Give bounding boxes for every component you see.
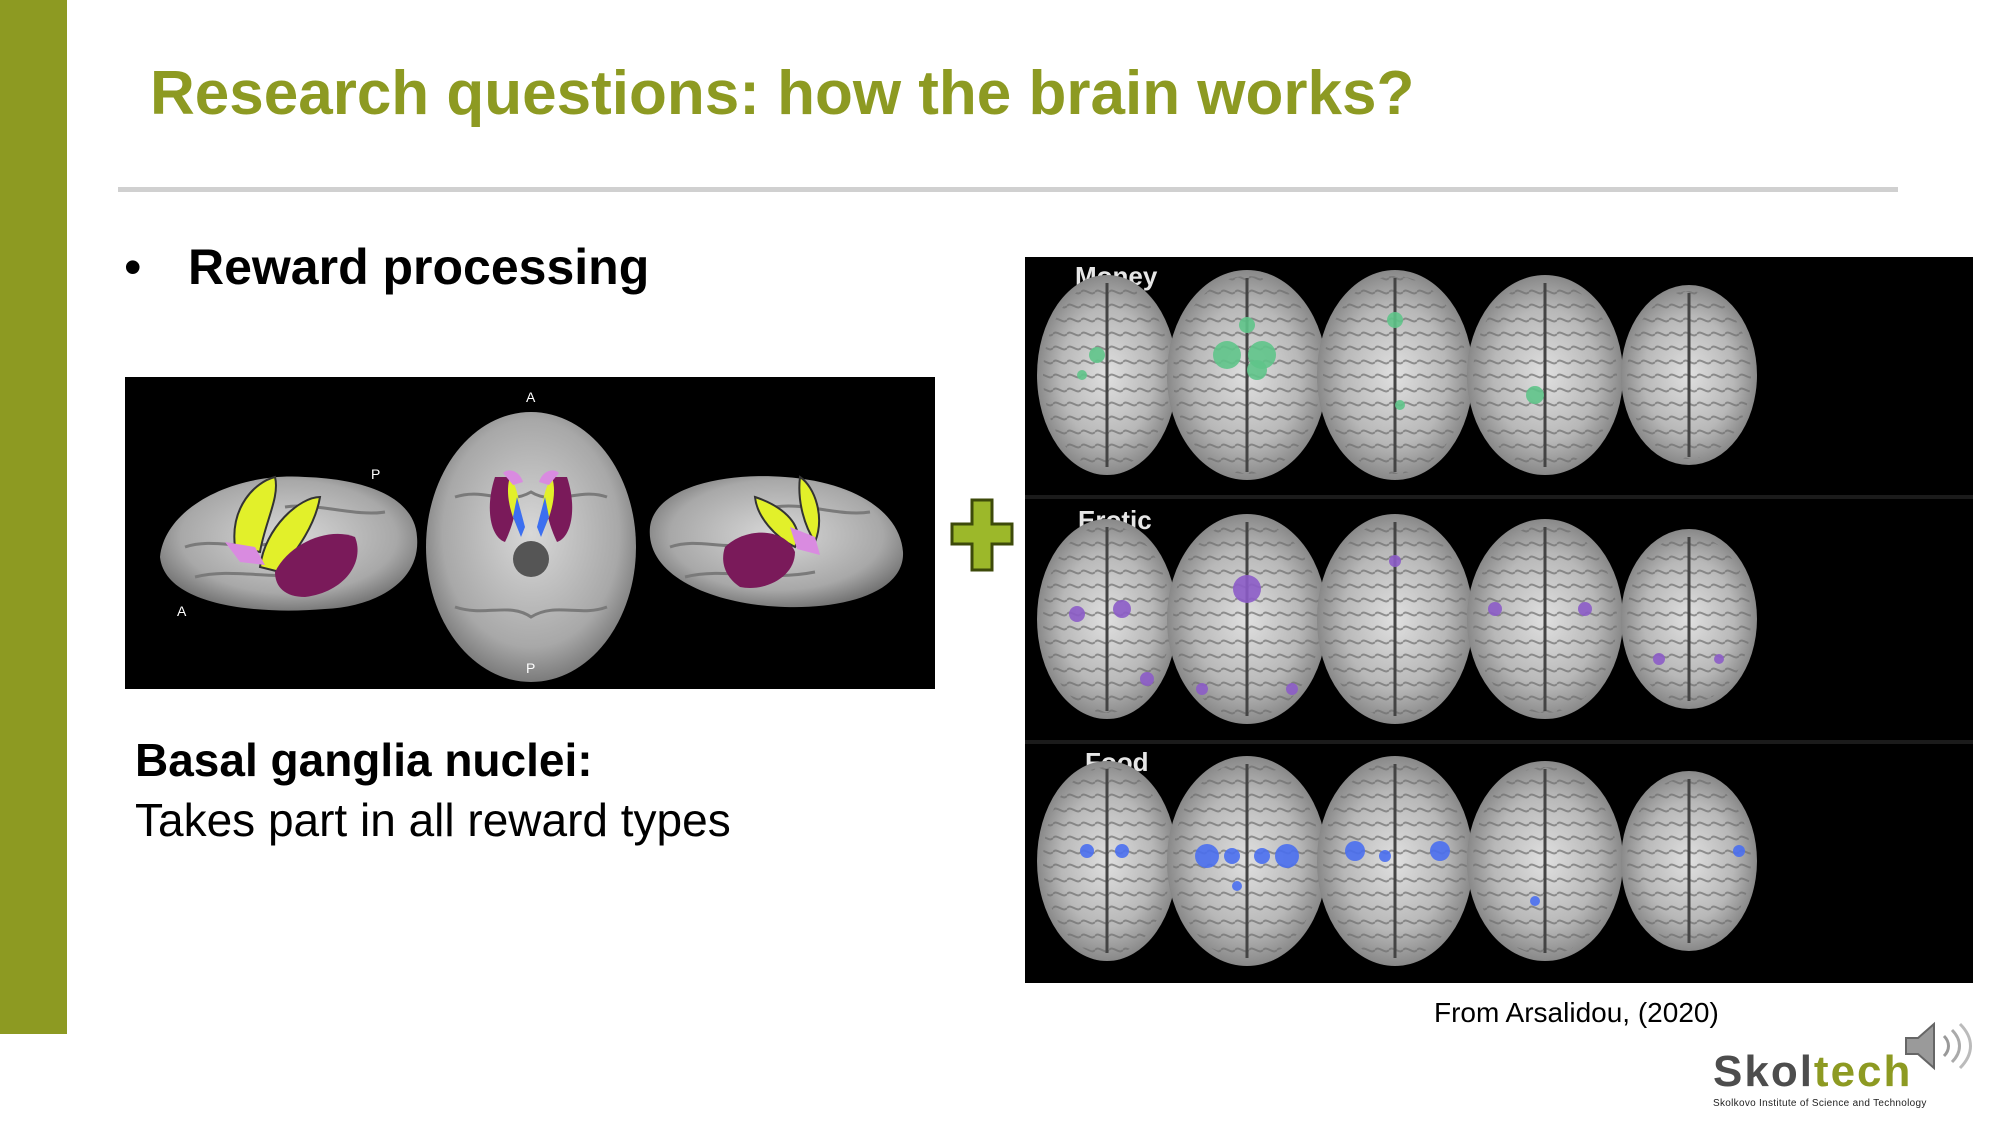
activation-blob	[1077, 370, 1087, 380]
activation-blob	[1080, 844, 1094, 858]
activation-blob	[1224, 848, 1240, 864]
plus-icon	[950, 498, 1014, 572]
bullet-marker: •	[124, 239, 142, 295]
activation-blob	[1089, 347, 1105, 363]
activation-blob	[1488, 602, 1502, 616]
activation-blob	[1113, 600, 1131, 618]
activation-blob	[1247, 360, 1267, 380]
slide-title: Research questions: how the brain works?	[150, 59, 1415, 128]
activation-blob	[1213, 341, 1241, 369]
activation-blob	[1239, 317, 1255, 333]
activation-blob	[1233, 575, 1261, 603]
left-accent-bar	[0, 0, 67, 1034]
activation-blob	[1140, 672, 1154, 686]
activation-blob	[1286, 683, 1298, 695]
activation-blob	[1733, 845, 1745, 857]
basal-ganglia-image: A P A P	[125, 377, 935, 689]
brain-side-view-left: A P	[160, 466, 418, 619]
basal-ganglia-description: Takes part in all reward types	[135, 794, 731, 846]
row-divider	[1025, 740, 1973, 744]
activation-blob	[1195, 844, 1219, 868]
figure-caption: From Arsalidou, (2020)	[1434, 997, 1719, 1028]
label-posterior-bottom: P	[526, 660, 535, 676]
logo-subtitle: Skolkovo Institute of Science and Techno…	[1713, 1098, 1927, 1109]
label-anterior-top: A	[526, 389, 536, 405]
activation-blob	[1578, 602, 1592, 616]
basal-ganglia-title: Basal ganglia nuclei:	[135, 734, 593, 786]
logo-text-part2: tech	[1813, 1047, 1913, 1096]
label-posterior-left: P	[371, 466, 380, 482]
activation-blob	[1232, 881, 1242, 891]
activation-blob	[1275, 844, 1299, 868]
activation-blob	[1714, 654, 1724, 664]
label-anterior-left: A	[177, 603, 187, 619]
bullet-item: • Reward processing	[124, 238, 649, 296]
title-divider	[118, 187, 1898, 192]
activation-blob	[1379, 850, 1391, 862]
activation-blob	[1530, 896, 1540, 906]
row-divider	[1025, 495, 1973, 499]
activation-blob	[1115, 844, 1129, 858]
activation-blob	[1196, 683, 1208, 695]
skoltech-logo: Skoltech Skolkovo Institute of Science a…	[1713, 1047, 1927, 1110]
speaker-icon[interactable]	[1900, 1018, 1972, 1074]
mri-activation-figure: Money Erotic Food	[1025, 257, 1973, 983]
brain-axial-view-center: A P	[426, 389, 636, 682]
activation-blob	[1395, 400, 1405, 410]
activation-blob	[1069, 606, 1085, 622]
activation-blob	[1387, 312, 1403, 328]
activation-blob	[1389, 555, 1401, 567]
activation-blob	[1345, 841, 1365, 861]
activation-blob	[1526, 386, 1544, 404]
activation-blob	[1653, 653, 1665, 665]
activation-blob	[1430, 841, 1450, 861]
logo-text-part1: Skol	[1713, 1047, 1814, 1096]
bullet-text: Reward processing	[188, 239, 650, 295]
brain-side-view-right	[649, 475, 904, 608]
activation-blob	[1254, 848, 1270, 864]
